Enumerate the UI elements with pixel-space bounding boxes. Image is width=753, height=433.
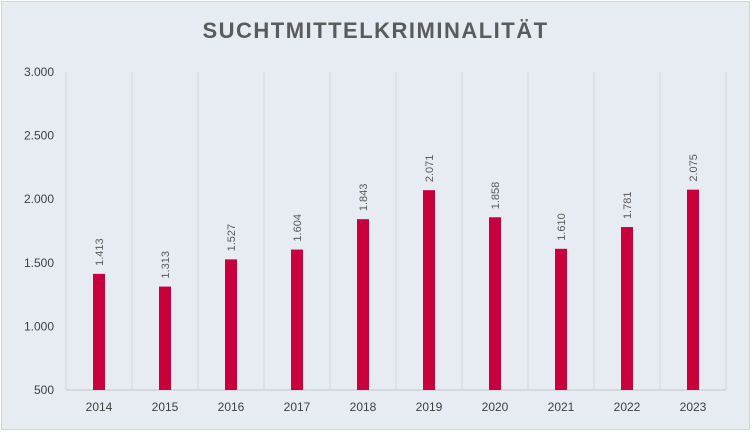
- x-tick-label: 2022: [614, 400, 641, 414]
- data-label: 1.604: [292, 214, 304, 242]
- y-tick-label: 500: [34, 383, 54, 397]
- bar: [687, 189, 699, 390]
- bar: [357, 219, 369, 390]
- y-tick-label: 1.500: [24, 256, 54, 270]
- bar: [159, 286, 171, 390]
- y-tick-label: 1.000: [24, 319, 54, 333]
- y-tick-label: 3.000: [24, 65, 54, 79]
- data-label: 1.858: [490, 182, 502, 210]
- chart-title: SUCHTMITTELKRIMINALITÄT: [202, 18, 549, 43]
- x-tick-label: 2016: [218, 400, 245, 414]
- data-label: 1.413: [94, 238, 106, 266]
- x-tick-label: 2021: [548, 400, 575, 414]
- bar: [621, 227, 633, 390]
- x-tick-label: 2019: [416, 400, 443, 414]
- bar: [93, 273, 105, 390]
- data-label: 2.071: [424, 155, 436, 183]
- x-tick-label: 2020: [482, 400, 509, 414]
- y-tick-label: 2.000: [24, 192, 54, 206]
- x-tick-label: 2014: [86, 400, 113, 414]
- data-label: 1.843: [358, 184, 370, 212]
- bar: [555, 248, 567, 390]
- x-tick-label: 2023: [680, 400, 707, 414]
- x-tick-label: 2018: [350, 400, 377, 414]
- data-label: 1.781: [622, 192, 634, 220]
- bar: [225, 259, 237, 390]
- data-label: 1.527: [226, 224, 238, 252]
- bar: [423, 190, 435, 390]
- bar: [291, 249, 303, 390]
- x-tick-label: 2017: [284, 400, 311, 414]
- data-label: 1.313: [160, 251, 172, 279]
- data-label: 2.075: [688, 154, 700, 182]
- data-label: 1.610: [556, 213, 568, 241]
- y-tick-label: 2.500: [24, 129, 54, 143]
- x-tick-label: 2015: [152, 400, 179, 414]
- bar: [489, 217, 501, 390]
